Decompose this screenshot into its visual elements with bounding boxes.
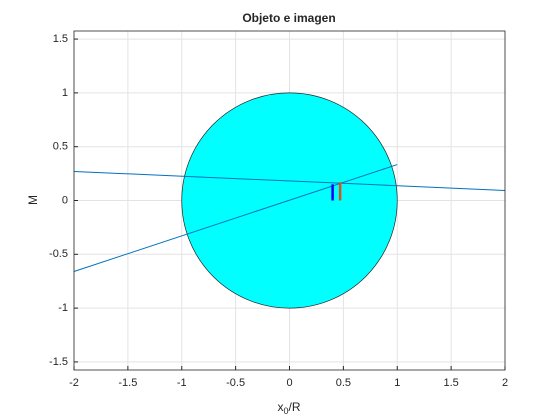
- chart-title: Objeto e imagen: [242, 11, 335, 25]
- x-tick-label: 2: [502, 377, 508, 389]
- x-label-sub: 0: [283, 406, 288, 416]
- x-tick-label: -1.5: [118, 377, 137, 389]
- x-tick-label: 1: [394, 377, 400, 389]
- x-label-main: x: [277, 400, 283, 414]
- x-tick-label: 1.5: [443, 377, 458, 389]
- x-label-rest: /R: [289, 400, 301, 414]
- x-tick-label: 0: [286, 377, 292, 389]
- y-tick-label: -1.5: [49, 356, 68, 368]
- x-tick-label: 0.5: [336, 377, 351, 389]
- y-tick-label: 0: [62, 194, 68, 206]
- line: [73, 164, 398, 273]
- x-tick-label: -0.5: [226, 377, 245, 389]
- x-tick-label: -1: [177, 377, 187, 389]
- y-tick-label: 0.5: [53, 141, 68, 153]
- x-tick-label: -2: [69, 377, 79, 389]
- x-axis-label: x0/R: [277, 400, 300, 416]
- line: [73, 170, 506, 191]
- y-tick-label: -0.5: [49, 248, 68, 260]
- y-tick-label: -1: [58, 302, 68, 314]
- axes-box: [73, 30, 506, 371]
- y-axis-label: M: [26, 195, 40, 205]
- y-tick-label: 1: [62, 87, 68, 99]
- y-tick-label: 1.5: [53, 33, 68, 45]
